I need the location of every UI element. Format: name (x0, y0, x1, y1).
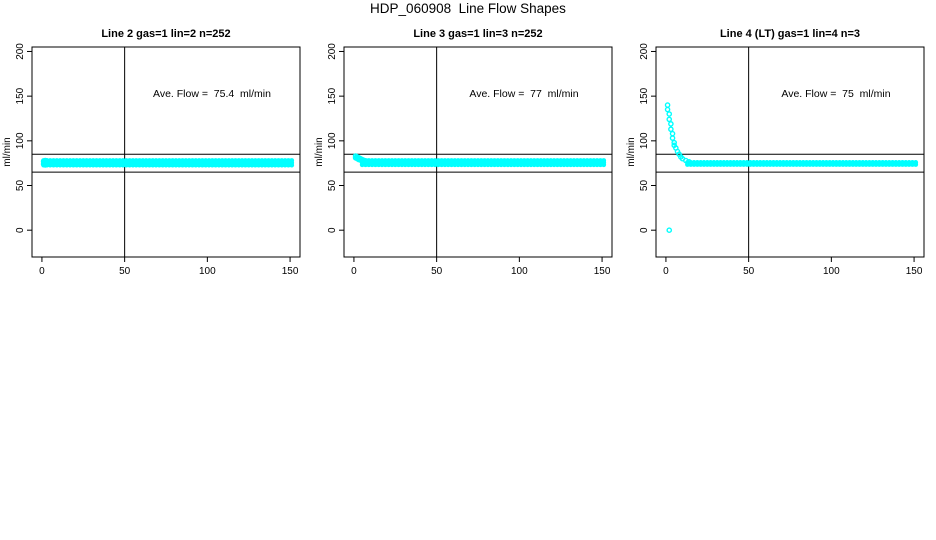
flow-point (666, 227, 673, 233)
y-tick-label: 150 (327, 87, 338, 104)
plot-frame (343, 46, 613, 258)
plot-frame (655, 46, 925, 258)
flow-band-point (601, 158, 607, 163)
x-tick-label: 50 (119, 266, 131, 277)
flow-point (669, 130, 676, 137)
y-tick-label: 150 (639, 87, 650, 104)
y-tick-label: 0 (639, 227, 650, 233)
x-tick-label: 100 (511, 266, 528, 277)
y-tick-label: 100 (639, 132, 650, 149)
plot-area: ml/min 0 50 100 150 0 50 100 150 200 (626, 43, 925, 277)
x-tick-label: 150 (906, 266, 923, 277)
ave-flow-annotation: Ave. Flow = 77 ml/min (469, 88, 579, 100)
subplot-line3: Line 3 gas=1 lin=3 n=252 Ave. Flow = 77 … (312, 26, 624, 290)
flow-point (664, 106, 671, 113)
x-tick-label: 0 (351, 266, 357, 277)
y-tick-label: 100 (327, 132, 338, 149)
flow-point (664, 102, 671, 108)
flow-point (666, 111, 673, 117)
x-tick-label: 50 (431, 266, 443, 277)
y-tick-label: 50 (15, 180, 26, 192)
flow-point (669, 135, 676, 141)
flow-point (369, 158, 375, 165)
plot-area: ml/min 0 50 100 150 0 50 100 150 200 (2, 43, 301, 277)
flow-point (44, 158, 50, 164)
subplot-title: Line 4 (LT) gas=1 lin=4 n=3 (719, 28, 861, 40)
y-tick-label: 200 (15, 43, 26, 60)
y-tick-label: 150 (15, 87, 26, 104)
x-tick-label: 150 (594, 266, 611, 277)
y-tick-label: 200 (327, 43, 338, 60)
x-tick-label: 100 (199, 266, 216, 277)
y-tick-label: 50 (639, 180, 650, 192)
flow-point (671, 139, 677, 146)
x-tick-label: 150 (282, 266, 299, 277)
figure-title: HDP_060908 Line Flow Shapes (370, 1, 566, 16)
y-tick-label: 100 (15, 132, 26, 149)
subplot-line2: Line 2 gas=1 lin=2 n=252 Ave. Flow = 75.… (0, 26, 312, 290)
flow-point (686, 159, 692, 165)
y-tick-label: 200 (639, 43, 650, 60)
plot-area: ml/min 0 50 100 150 0 50 100 150 200 (314, 43, 613, 277)
y-tick-label: 0 (327, 227, 338, 233)
x-tick-label: 50 (743, 266, 755, 277)
flow-point (666, 116, 673, 123)
y-tick-label: 50 (327, 180, 338, 192)
x-tick-label: 0 (39, 266, 45, 277)
y-axis-label: ml/min (2, 137, 13, 166)
ave-flow-annotation: Ave. Flow = 75.4 ml/min (153, 88, 271, 100)
y-tick-label: 0 (15, 227, 26, 233)
flow-band-point (913, 160, 919, 165)
y-axis-label: ml/min (314, 137, 325, 166)
subplot-line4: Line 4 (LT) gas=1 lin=4 n=3 Ave. Flow = … (624, 26, 936, 290)
subplot-title: Line 2 gas=1 lin=2 n=252 (101, 28, 231, 40)
x-tick-label: 0 (663, 266, 669, 277)
subplot-title: Line 3 gas=1 lin=3 n=252 (413, 28, 543, 40)
x-tick-label: 100 (823, 266, 840, 277)
flow-point (668, 121, 674, 127)
flow-band-point (289, 158, 295, 163)
y-axis-label: ml/min (626, 137, 637, 166)
flow-point (668, 126, 674, 133)
ave-flow-annotation: Ave. Flow = 75 ml/min (781, 88, 891, 100)
plot-frame (31, 46, 301, 258)
